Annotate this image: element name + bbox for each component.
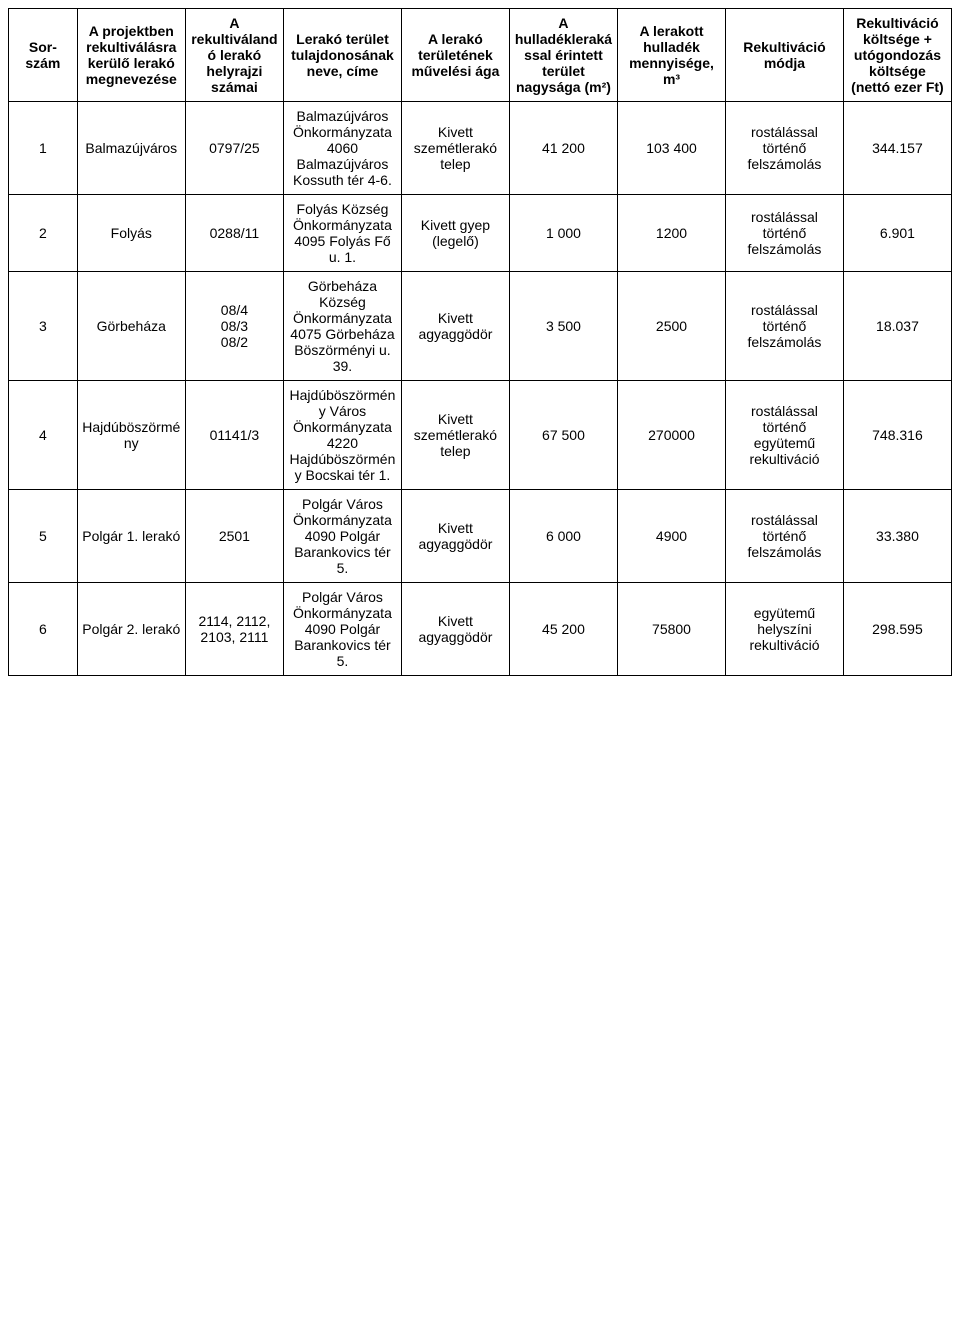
table-header-row: Sor-szám A projektben rekultiválásra ker…	[9, 9, 952, 102]
cell-terulet: 45 200	[509, 583, 617, 676]
cell-sorszam: 5	[9, 490, 78, 583]
header-mennyiseg: A lerakott hulladék mennyisége, m³	[617, 9, 725, 102]
header-koltseg: Rekultiváció költsége + utógondozás költ…	[843, 9, 951, 102]
cell-tulajdon: Polgár Város Önkormányzata 4090 Polgár B…	[284, 583, 402, 676]
cell-helyrajzi: 2501	[185, 490, 283, 583]
header-tulajdon: Lerakó terület tulajdonosának neve, címe	[284, 9, 402, 102]
cell-megnev: Polgár 2. lerakó	[77, 583, 185, 676]
cell-mennyiseg: 270000	[617, 381, 725, 490]
cell-sorszam: 1	[9, 102, 78, 195]
header-sorszam: Sor-szám	[9, 9, 78, 102]
cell-modja: rostálással történő felszámolás	[726, 272, 844, 381]
cell-sorszam: 3	[9, 272, 78, 381]
cell-koltseg: 344.157	[843, 102, 951, 195]
cell-muveles: Kivett szemétlerakó telep	[401, 102, 509, 195]
cell-muveles: Kivett agyaggödör	[401, 272, 509, 381]
cell-helyrajzi: 0288/11	[185, 195, 283, 272]
cell-sorszam: 4	[9, 381, 78, 490]
cell-muveles: Kivett szemétlerakó telep	[401, 381, 509, 490]
cell-koltseg: 748.316	[843, 381, 951, 490]
cell-tulajdon: Balmazújváros Önkormányzata 4060 Balmazú…	[284, 102, 402, 195]
table-row: 5Polgár 1. lerakó2501Polgár Város Önkorm…	[9, 490, 952, 583]
cell-terulet: 1 000	[509, 195, 617, 272]
cell-megnev: Polgár 1. lerakó	[77, 490, 185, 583]
table-row: 2Folyás0288/11Folyás Község Önkormányzat…	[9, 195, 952, 272]
cell-modja: rostálással történő felszámolás	[726, 195, 844, 272]
cell-helyrajzi: 01141/3	[185, 381, 283, 490]
cell-terulet: 41 200	[509, 102, 617, 195]
cell-tulajdon: Folyás Község Önkormányzata 4095 Folyás …	[284, 195, 402, 272]
cell-megnev: Balmazújváros	[77, 102, 185, 195]
cell-muveles: Kivett agyaggödör	[401, 490, 509, 583]
table-body: 1Balmazújváros0797/25Balmazújváros Önkor…	[9, 102, 952, 676]
cell-tulajdon: Polgár Város Önkormányzata 4090 Polgár B…	[284, 490, 402, 583]
cell-muveles: Kivett agyaggödör	[401, 583, 509, 676]
cell-terulet: 3 500	[509, 272, 617, 381]
cell-sorszam: 6	[9, 583, 78, 676]
cell-megnev: Hajdúböszörmény	[77, 381, 185, 490]
cell-helyrajzi: 0797/25	[185, 102, 283, 195]
cell-megnev: Görbeháza	[77, 272, 185, 381]
table-row: 4Hajdúböszörmény01141/3Hajdúböszörmény V…	[9, 381, 952, 490]
header-muveles: A lerakó területének művelési ága	[401, 9, 509, 102]
cell-terulet: 67 500	[509, 381, 617, 490]
cell-koltseg: 33.380	[843, 490, 951, 583]
cell-mennyiseg: 2500	[617, 272, 725, 381]
cell-tulajdon: Görbeháza Község Önkormányzata 4075 Görb…	[284, 272, 402, 381]
header-terulet: A hulladéklerakással érintett terület na…	[509, 9, 617, 102]
cell-mennyiseg: 4900	[617, 490, 725, 583]
cell-megnev: Folyás	[77, 195, 185, 272]
cell-koltseg: 18.037	[843, 272, 951, 381]
table-row: 6Polgár 2. lerakó2114, 2112, 2103, 2111P…	[9, 583, 952, 676]
cell-modja: rostálással történő felszámolás	[726, 102, 844, 195]
cell-modja: együtemű helyszíni rekultiváció	[726, 583, 844, 676]
header-modja: Rekultiváció módja	[726, 9, 844, 102]
header-helyrajzi: A rekultiválandó lerakó helyrajzi számai	[185, 9, 283, 102]
cell-helyrajzi: 2114, 2112, 2103, 2111	[185, 583, 283, 676]
cell-modja: rostálással történő együtemű rekultiváci…	[726, 381, 844, 490]
table-row: 1Balmazújváros0797/25Balmazújváros Önkor…	[9, 102, 952, 195]
cell-koltseg: 6.901	[843, 195, 951, 272]
cell-mennyiseg: 75800	[617, 583, 725, 676]
cell-modja: rostálással történő felszámolás	[726, 490, 844, 583]
header-megnev: A projektben rekultiválásra kerülő lerak…	[77, 9, 185, 102]
cell-muveles: Kivett gyep (legelő)	[401, 195, 509, 272]
cell-koltseg: 298.595	[843, 583, 951, 676]
cell-mennyiseg: 103 400	[617, 102, 725, 195]
landfill-rehabilitation-table: Sor-szám A projektben rekultiválásra ker…	[8, 8, 952, 676]
cell-terulet: 6 000	[509, 490, 617, 583]
cell-mennyiseg: 1200	[617, 195, 725, 272]
cell-sorszam: 2	[9, 195, 78, 272]
cell-tulajdon: Hajdúböszörmény Város Önkormányzata 4220…	[284, 381, 402, 490]
table-row: 3Görbeháza08/4 08/3 08/2Görbeháza Község…	[9, 272, 952, 381]
cell-helyrajzi: 08/4 08/3 08/2	[185, 272, 283, 381]
